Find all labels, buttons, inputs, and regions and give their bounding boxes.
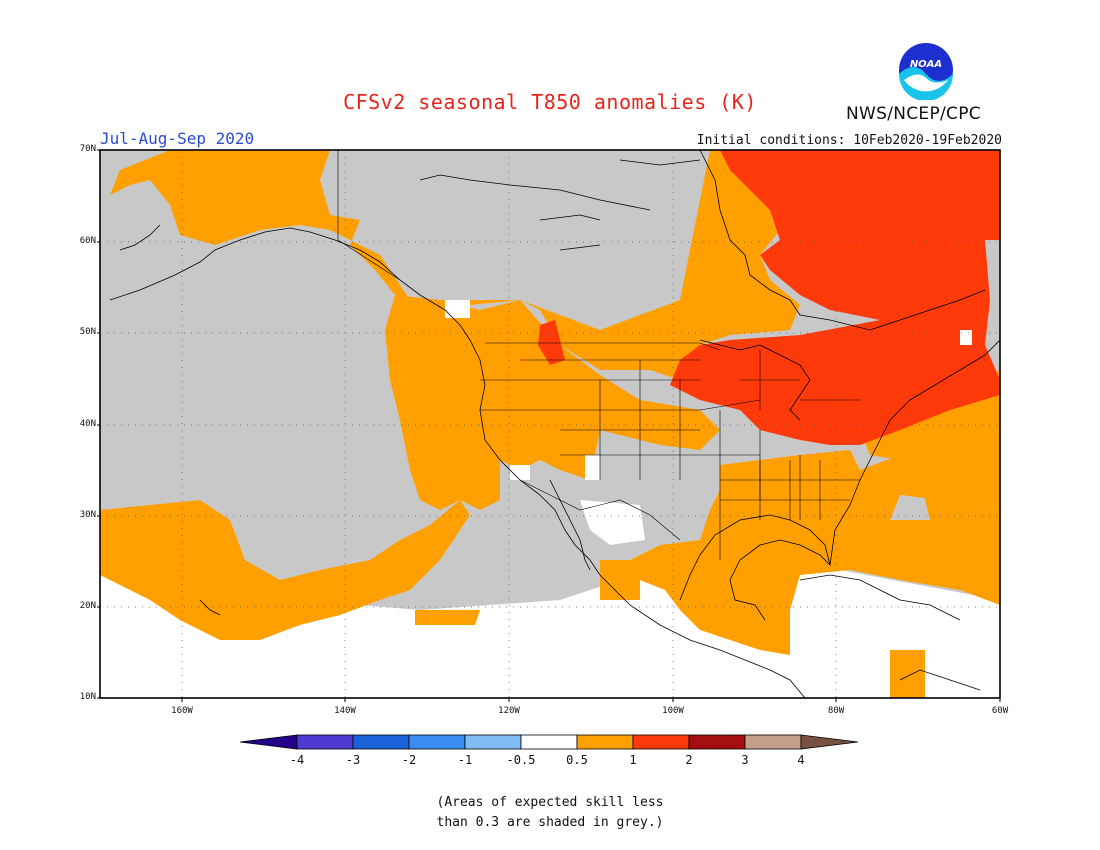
- lon-label: 140W: [334, 706, 356, 716]
- colorbar-cell: [744, 734, 802, 750]
- colorbar-cell: [520, 734, 578, 750]
- lat-label: 70N: [79, 144, 96, 154]
- lon-label: 80W: [827, 706, 845, 716]
- lon-label: 160W: [171, 706, 193, 716]
- anomaly-1-2-region: [538, 150, 1000, 445]
- colorbar-label: -3: [345, 753, 361, 767]
- lon-label: 100W: [662, 706, 684, 716]
- colorbar-cell: [464, 734, 522, 750]
- colorbar-cell: [296, 734, 354, 750]
- colorbar-label: 4: [797, 753, 805, 767]
- footnote: (Areas of expected skill less than 0.3 a…: [0, 793, 1100, 833]
- lat-label: 50N: [79, 327, 96, 337]
- colorbar-label: 2: [685, 753, 693, 767]
- logo-text: NOAA: [910, 59, 942, 70]
- colorbar-label: -4: [289, 753, 305, 767]
- map-title: CFSv2 seasonal T850 anomalies (K): [343, 90, 757, 114]
- anomaly-0.5-1-region: [100, 150, 1000, 698]
- colorbar-label: -1: [457, 753, 473, 767]
- lat-label: 10N: [79, 692, 96, 702]
- season-label: Jul-Aug-Sep 2020: [100, 129, 255, 148]
- coastlines: [109, 150, 1000, 698]
- colorbar-cell: [576, 734, 634, 750]
- colorbar-label: 3: [741, 753, 749, 767]
- colorbar-label: -2: [401, 753, 417, 767]
- noaa-logo-icon: NOAA: [897, 41, 955, 100]
- footnote-line: (Areas of expected skill less: [436, 795, 664, 810]
- lon-label: 120W: [498, 706, 520, 716]
- initial-conditions-label: Initial conditions: 10Feb2020-19Feb2020: [696, 133, 1002, 148]
- map-frame: [99, 149, 1001, 699]
- colorbar-cell: [408, 734, 466, 750]
- agency-label: NWS/NCEP/CPC: [846, 104, 981, 124]
- colorbar-label: 0.5: [566, 753, 588, 767]
- colorbar-label: 1: [629, 753, 637, 767]
- lat-label: 40N: [79, 419, 96, 429]
- colorbar-arrow-low: [239, 734, 298, 750]
- lat-label: 20N: [79, 601, 96, 611]
- lon-label: 60W: [991, 706, 1009, 716]
- colorbar-cell: [352, 734, 410, 750]
- lat-label: 60N: [79, 236, 96, 246]
- colorbar-cell: [632, 734, 690, 750]
- footnote-line: than 0.3 are shaded in grey.): [436, 815, 664, 830]
- graticule: [100, 150, 1000, 698]
- lat-label: 30N: [79, 510, 96, 520]
- political-borders: [337, 150, 860, 560]
- colorbar-arrow-high: [800, 734, 859, 750]
- colorbar-label: -0.5: [506, 753, 536, 767]
- colorbar-cell: [688, 734, 746, 750]
